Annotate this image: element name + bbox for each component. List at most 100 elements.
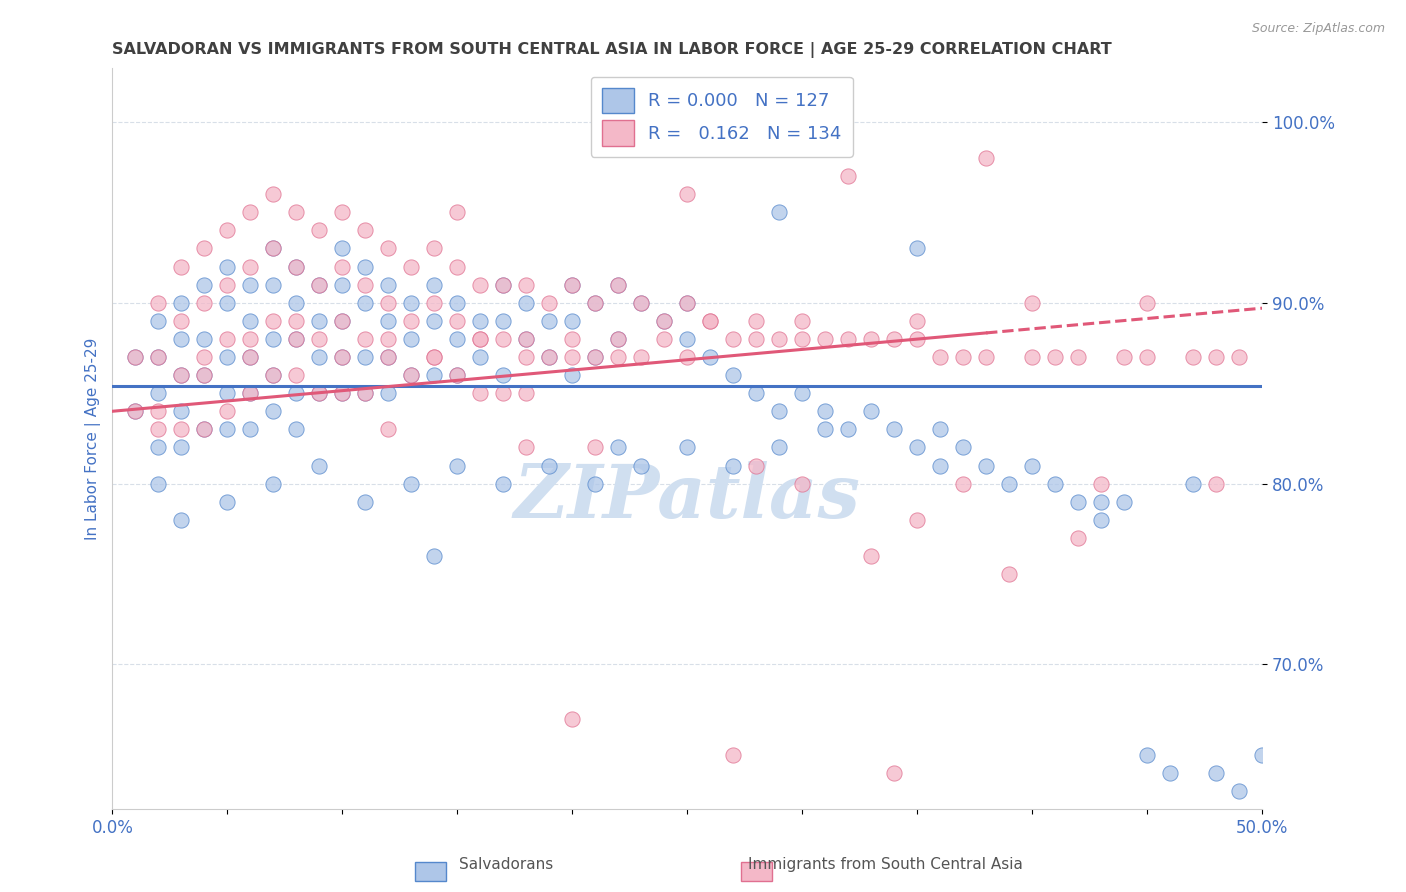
Point: [768, 404, 790, 418]
Point: [652, 314, 675, 328]
Point: [792, 386, 814, 401]
Point: [239, 314, 262, 328]
Point: [148, 404, 170, 418]
Point: [124, 350, 146, 364]
Point: [929, 350, 952, 364]
Point: [699, 314, 721, 328]
Point: [170, 368, 193, 383]
Point: [768, 441, 790, 455]
Point: [354, 260, 377, 274]
Point: [217, 350, 239, 364]
Point: [561, 277, 583, 292]
Point: [401, 476, 423, 491]
Point: [308, 332, 330, 346]
Point: [193, 350, 215, 364]
Point: [354, 494, 377, 508]
Point: [148, 386, 170, 401]
Point: [423, 277, 446, 292]
Point: [285, 260, 308, 274]
Point: [217, 223, 239, 237]
Point: [262, 242, 284, 256]
Point: [768, 205, 790, 219]
Point: [1021, 350, 1043, 364]
Point: [377, 422, 399, 436]
Point: [423, 368, 446, 383]
Point: [401, 368, 423, 383]
Point: [217, 386, 239, 401]
Point: [170, 441, 193, 455]
Point: [860, 404, 883, 418]
Point: [330, 260, 353, 274]
Point: [330, 277, 353, 292]
Point: [330, 314, 353, 328]
Point: [401, 295, 423, 310]
Point: [377, 314, 399, 328]
Point: [239, 350, 262, 364]
Point: [699, 314, 721, 328]
Point: [974, 350, 997, 364]
Point: [630, 295, 652, 310]
Point: [308, 386, 330, 401]
Point: [1112, 494, 1135, 508]
Point: [905, 242, 928, 256]
Point: [262, 277, 284, 292]
Point: [1136, 350, 1159, 364]
Point: [377, 350, 399, 364]
Point: [330, 350, 353, 364]
Point: [330, 205, 353, 219]
Point: [607, 332, 630, 346]
Point: [217, 260, 239, 274]
Point: [193, 277, 215, 292]
Point: [193, 422, 215, 436]
Point: [377, 332, 399, 346]
Point: [377, 277, 399, 292]
Point: [676, 350, 699, 364]
Point: [676, 332, 699, 346]
Point: [952, 350, 974, 364]
Point: [330, 386, 353, 401]
Point: [814, 422, 837, 436]
Point: [446, 314, 468, 328]
Point: [515, 332, 537, 346]
Point: [423, 350, 446, 364]
Point: [262, 242, 284, 256]
Point: [745, 458, 768, 473]
Point: [193, 332, 215, 346]
Point: [1205, 350, 1227, 364]
Point: [561, 277, 583, 292]
Point: [837, 422, 859, 436]
Point: [1182, 476, 1205, 491]
Point: [308, 314, 330, 328]
Point: [148, 314, 170, 328]
Point: [905, 332, 928, 346]
Point: [974, 151, 997, 165]
Point: [285, 260, 308, 274]
Point: [170, 404, 193, 418]
Point: [538, 458, 561, 473]
Point: [354, 386, 377, 401]
Point: [423, 314, 446, 328]
Point: [699, 350, 721, 364]
Point: [607, 441, 630, 455]
Point: [446, 295, 468, 310]
Point: [170, 314, 193, 328]
Point: [1067, 350, 1090, 364]
Point: [515, 386, 537, 401]
Point: [1090, 476, 1112, 491]
Point: [1021, 295, 1043, 310]
Point: [170, 332, 193, 346]
Point: [170, 368, 193, 383]
Point: [239, 386, 262, 401]
Point: [492, 277, 515, 292]
Point: [1136, 295, 1159, 310]
Point: [330, 350, 353, 364]
Point: [401, 314, 423, 328]
Point: [583, 295, 606, 310]
Point: [193, 368, 215, 383]
Point: [583, 350, 606, 364]
Point: [630, 350, 652, 364]
Point: [285, 332, 308, 346]
Point: [308, 277, 330, 292]
Point: [952, 476, 974, 491]
Point: [1227, 784, 1250, 798]
